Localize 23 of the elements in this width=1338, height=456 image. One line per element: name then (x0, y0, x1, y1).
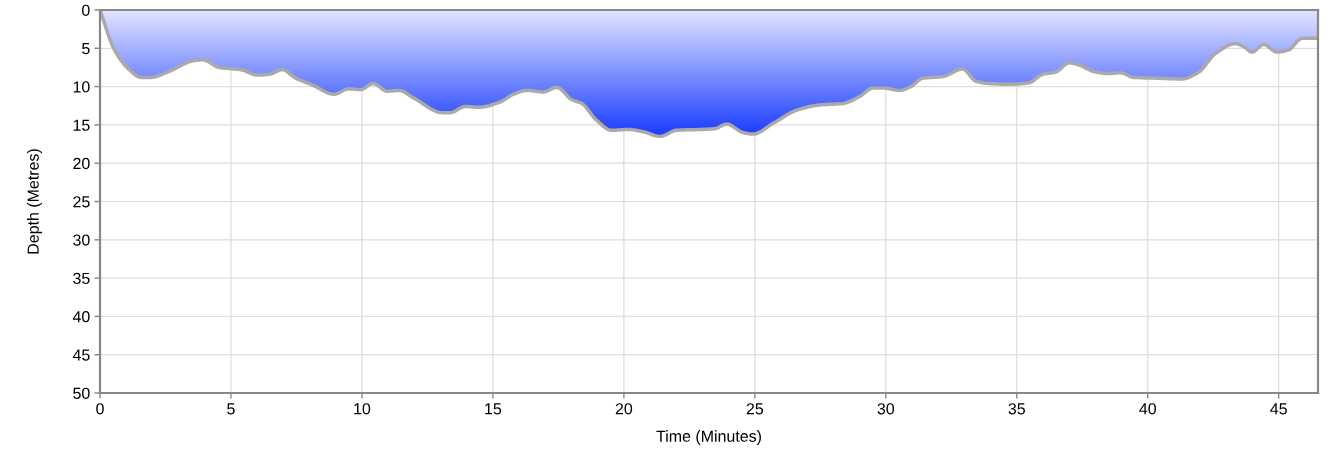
y-axis-title: Depth (Metres) (27, 149, 42, 254)
x-tick-label: 25 (746, 403, 764, 415)
y-tick-label: 25 (73, 196, 90, 208)
y-tick-label: 5 (82, 43, 90, 55)
y-tick-label: 35 (73, 272, 90, 285)
x-tick-label: 10 (354, 403, 371, 415)
y-tick-label: 50 (73, 387, 90, 399)
y-tick-label: 40 (72, 311, 90, 323)
x-tick-label: 20 (615, 403, 633, 415)
y-tick-label: 45 (72, 349, 90, 361)
y-tick-label: 0 (82, 4, 90, 16)
x-tick-label: 5 (227, 403, 235, 415)
x-tick-label: 15 (485, 403, 502, 415)
x-axis-title: Time (Minutes) (656, 430, 761, 445)
y-tick-label: 10 (73, 81, 90, 93)
x-tick-label: 30 (877, 403, 895, 415)
x-tick-label: 35 (1008, 403, 1025, 415)
y-tick-label: 15 (73, 119, 90, 131)
x-tick-label: 0 (96, 403, 104, 415)
y-tick-label: 20 (73, 157, 90, 170)
x-tick-label: 45 (1270, 403, 1287, 415)
y-tick-label: 30 (73, 234, 90, 246)
x-tick-label: 40 (1139, 403, 1156, 415)
